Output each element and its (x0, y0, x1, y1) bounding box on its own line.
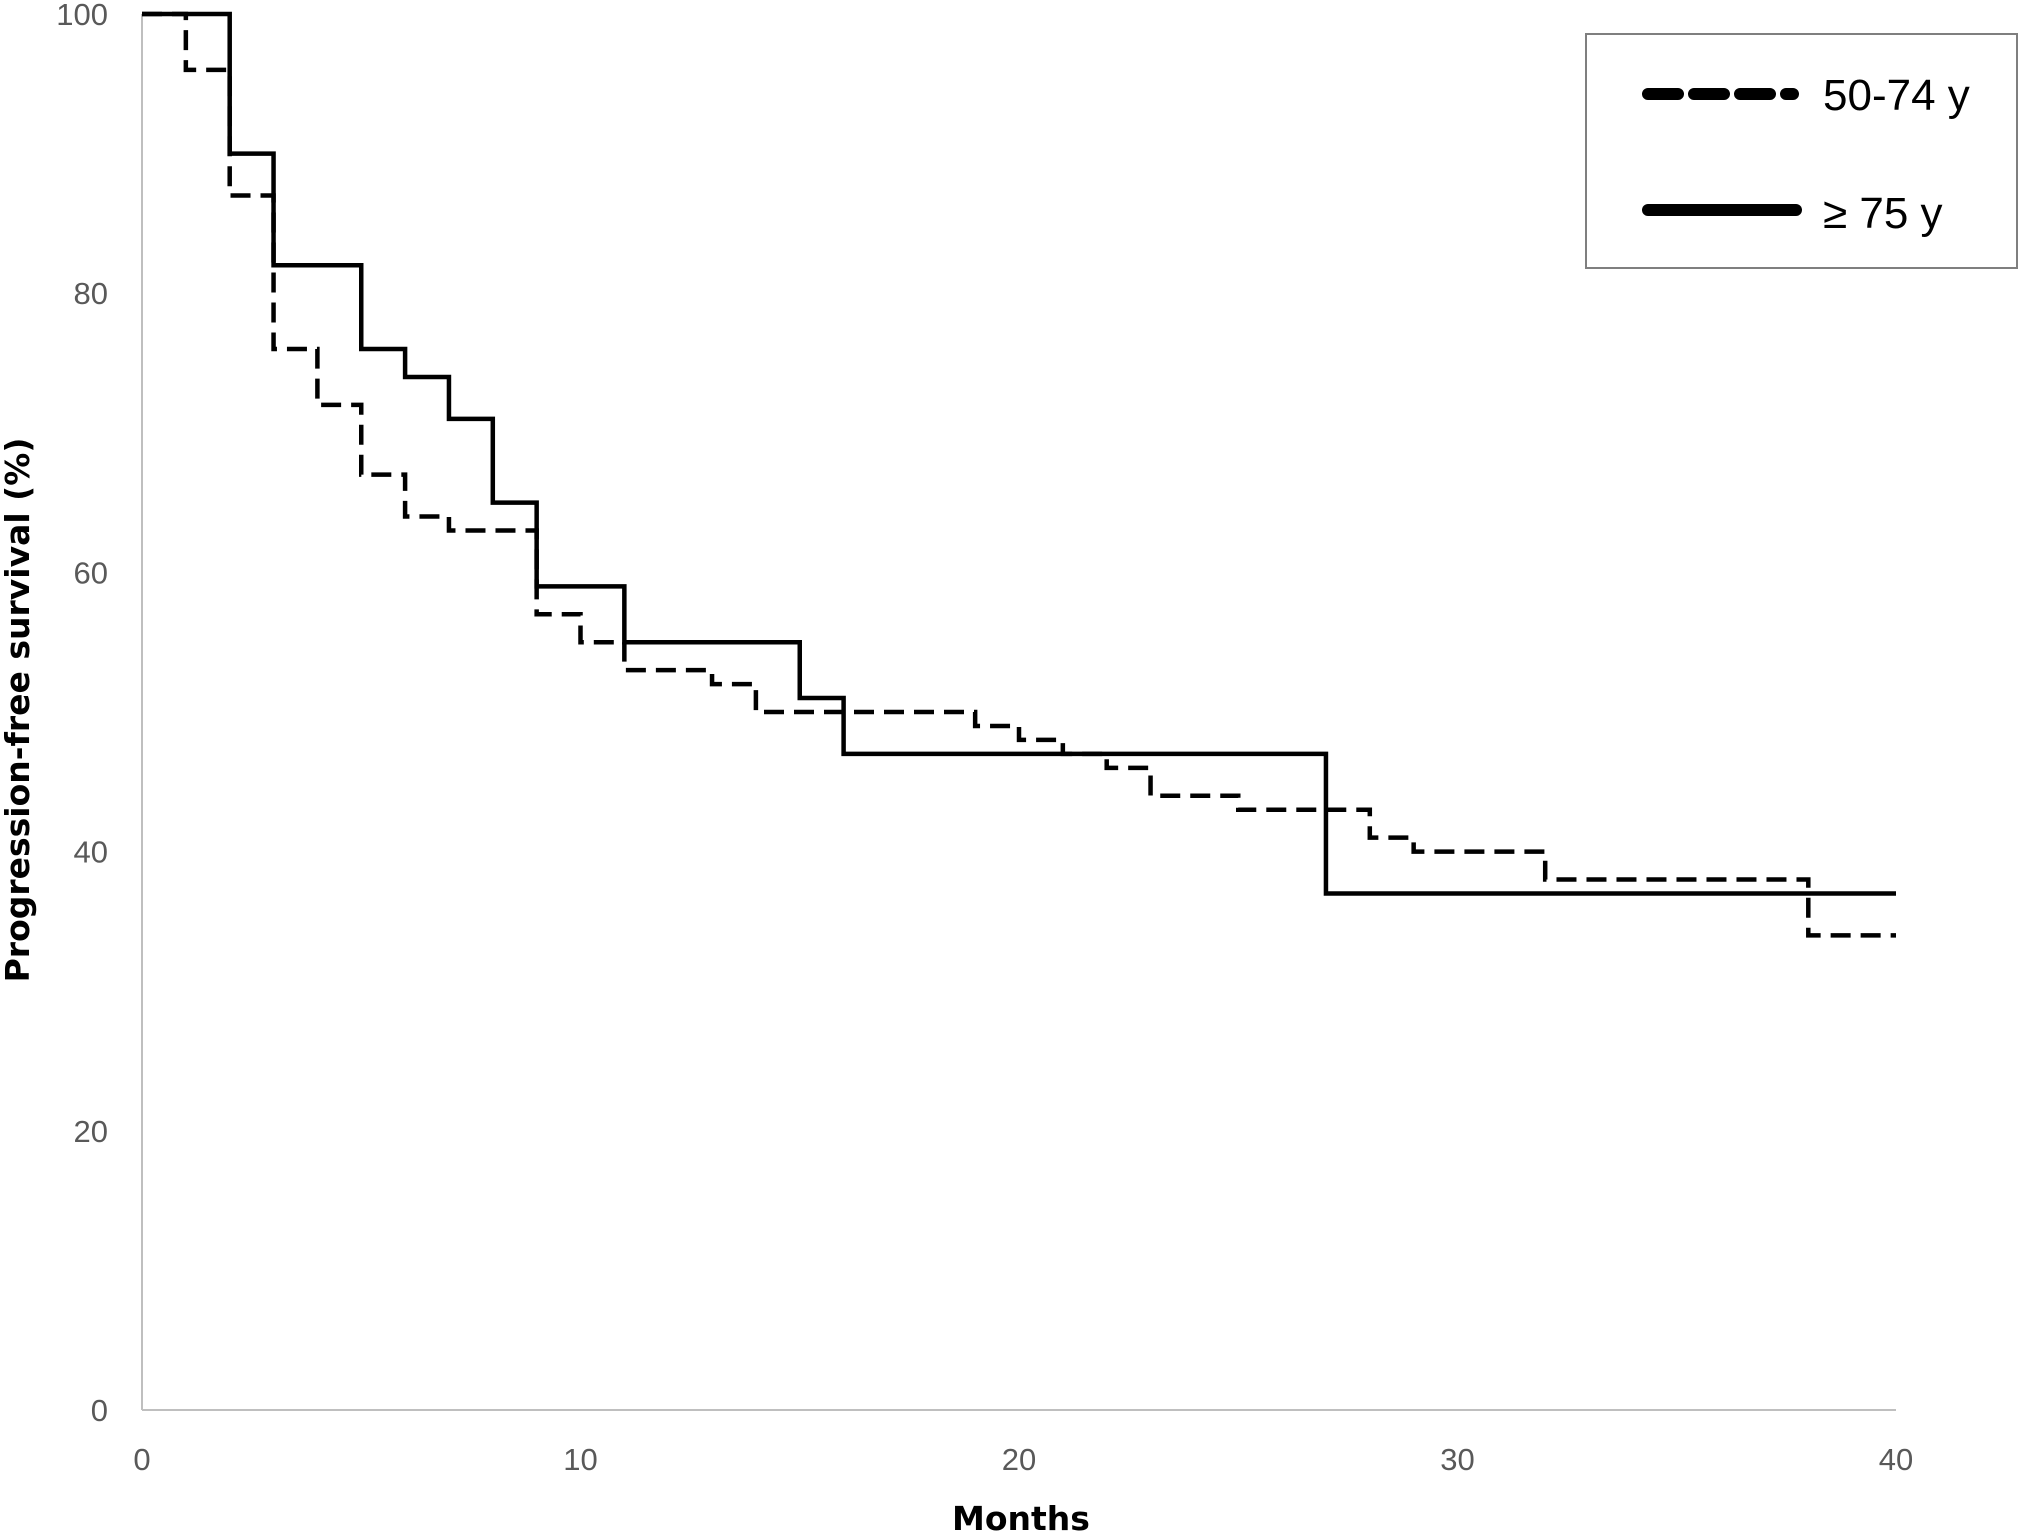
y-tick-label: 0 (91, 1393, 108, 1428)
x-tick-labels: 0 10 20 30 40 (133, 1442, 1913, 1477)
x-tick-label: 20 (1002, 1442, 1036, 1477)
legend-label-75-plus: ≥ 75 y (1823, 189, 1943, 238)
y-tick-labels: 0 20 40 60 80 100 (56, 0, 108, 1428)
series-line-75-plus (142, 11, 1896, 896)
y-tick-label: 20 (74, 1114, 108, 1149)
x-tick-label: 0 (133, 1442, 150, 1477)
series-layer (142, 11, 1896, 938)
legend: 50-74 y ≥ 75 y (1585, 33, 2018, 269)
y-tick-label: 40 (74, 835, 108, 870)
x-tick-label: 30 (1440, 1442, 1474, 1477)
y-tick-label: 60 (74, 555, 108, 590)
y-tick-label: 100 (56, 0, 108, 32)
plot-area (141, 14, 1896, 1411)
series-line-50-74 (142, 11, 1896, 938)
legend-box (1585, 33, 2018, 269)
x-tick-label: 10 (563, 1442, 597, 1477)
y-tick-label: 80 (74, 276, 108, 311)
x-axis-title: Months (952, 1499, 1090, 1531)
legend-label-50-74: 50-74 y (1823, 71, 1970, 120)
y-axis-title: Progression-free survival (%) (0, 438, 37, 983)
x-tick-label: 40 (1879, 1442, 1913, 1477)
